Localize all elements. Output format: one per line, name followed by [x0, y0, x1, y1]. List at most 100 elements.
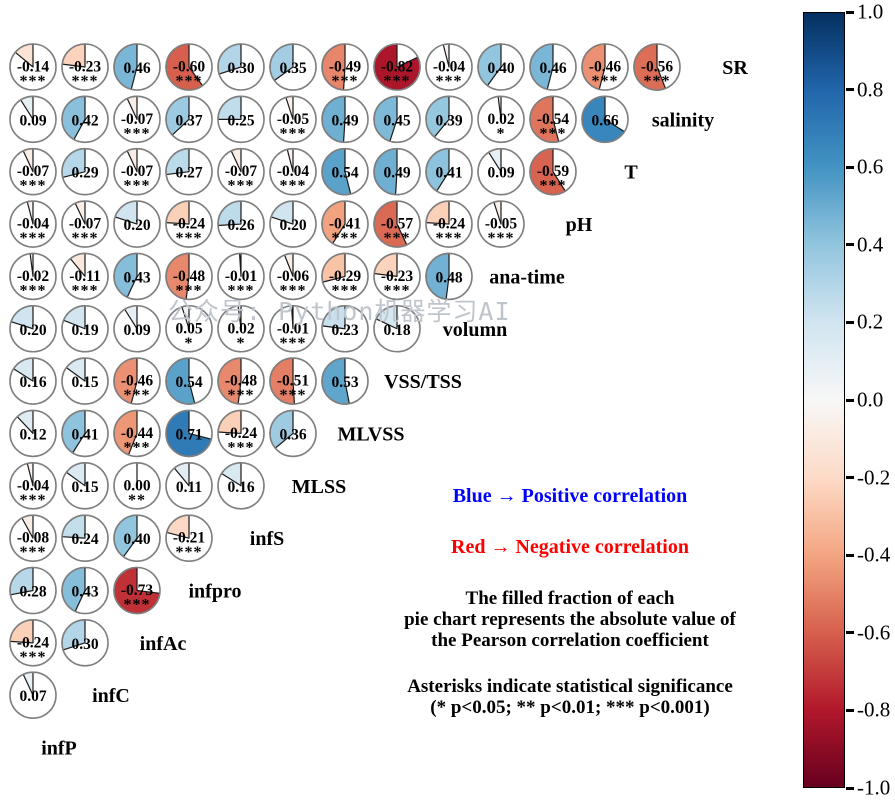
pie-outline [9, 357, 57, 405]
pie-significance-stars: *** [20, 282, 47, 299]
pie-outline [9, 514, 57, 562]
pie-value: 0.15 [71, 374, 98, 391]
row-label: MLSS [292, 476, 346, 498]
pie-value: 0.09 [487, 165, 514, 182]
pie-outline [217, 461, 265, 510]
pie-outline [61, 147, 109, 196]
pie-cell: 0.49 [321, 95, 369, 144]
pie-value: -0.24 [173, 216, 206, 233]
pie-outline [321, 252, 369, 301]
pie-cell: -0.04*** [269, 147, 317, 196]
pie-cell: 0.54 [321, 147, 369, 196]
pie-outline [425, 200, 473, 248]
colorbar-tick-mark [846, 165, 854, 169]
pie-value: 0.71 [175, 426, 202, 443]
pie-value: 0.27 [175, 165, 202, 182]
pie-outline [61, 95, 109, 144]
pie-cell: 0.26 [217, 200, 265, 248]
pie-cell: -0.29*** [321, 252, 369, 301]
pie-outline [269, 95, 317, 144]
pie-cell: 0.36 [269, 409, 317, 458]
pie-cell: 0.29 [61, 147, 109, 196]
colorbar-tick-mark [846, 631, 854, 635]
pie-value: 0.30 [71, 636, 98, 653]
pie-significance-stars: *** [228, 282, 255, 299]
pie-outline [9, 252, 57, 301]
row-label: MLVSS [337, 423, 404, 445]
pie-outline [425, 252, 473, 301]
pie-value: 0.28 [19, 584, 46, 601]
pie-significance-stars: *** [436, 230, 463, 247]
pie-outline [217, 252, 265, 301]
pie-outline [165, 200, 213, 248]
pie-outline [113, 95, 161, 144]
pie-significance-stars: *** [540, 178, 567, 195]
pie-value: -0.07 [17, 163, 50, 180]
pie-cell: -0.46*** [581, 43, 629, 91]
pie-significance-stars: *** [228, 387, 255, 404]
pie-value: -0.46 [121, 373, 154, 390]
colorbar-tick-label: 0.4 [857, 232, 884, 257]
pie-cell: -0.14*** [9, 43, 57, 91]
pie-value: 0.66 [591, 112, 618, 129]
pie-outline [217, 409, 265, 458]
pie-value: -0.46 [589, 59, 622, 76]
pie-value: -0.23 [381, 268, 414, 285]
pie-outline [9, 95, 57, 144]
pie-cell: 0.41 [61, 409, 109, 458]
pie-significance-stars: *** [176, 282, 203, 299]
pie-significance-stars: *** [176, 73, 203, 90]
pie-outline [373, 43, 421, 91]
pie-value: 0.18 [383, 322, 410, 339]
pie-value: -0.51 [277, 373, 309, 390]
row-label: T [624, 162, 638, 184]
pie-significance-stars: *** [20, 544, 47, 561]
pie-outline [373, 95, 421, 144]
pie-value: -0.05 [485, 216, 518, 233]
pie-significance-stars: *** [540, 125, 567, 142]
pie-outline [61, 200, 109, 248]
pie-significance-stars: *** [644, 73, 671, 90]
pie-outline [165, 252, 213, 301]
pie-value: -0.73 [121, 582, 154, 599]
pie-value: 0.19 [71, 322, 98, 339]
colorbar-tick-label: 1.0 [857, 0, 884, 24]
pie-significance-stars: *** [20, 73, 47, 90]
pie-cell: -0.08*** [9, 514, 57, 562]
pie-cell: 0.40 [113, 514, 161, 562]
pie-cell: 0.12 [9, 409, 57, 458]
pie-significance-stars: *** [124, 125, 151, 142]
pie-value: -0.04 [17, 477, 50, 494]
legend-significance-note-line: Asterisks indicate statistical significa… [407, 676, 733, 697]
pie-outline [321, 304, 369, 353]
pie-cell: -0.11*** [61, 252, 109, 301]
pie-outline [113, 252, 161, 301]
pie-outline [9, 409, 57, 458]
pie-outline [113, 514, 161, 562]
pie-value: -0.59 [537, 163, 570, 180]
pie-cell: 0.23 [321, 304, 369, 353]
legend-significance-note: Asterisks indicate statistical significa… [368, 676, 772, 718]
pie-value: -0.06 [277, 268, 310, 285]
pie-outline [373, 304, 421, 353]
pie-cell: -0.01*** [269, 304, 317, 353]
pie-outline [217, 43, 265, 91]
pie-outline [165, 43, 213, 91]
pie-cell: 0.09 [9, 95, 57, 144]
row-label: infS [250, 528, 284, 550]
pie-cell: -0.21*** [165, 514, 213, 562]
pie-cell: -0.54*** [529, 95, 577, 144]
pie-significance-stars: *** [176, 230, 203, 247]
pie-cell: 0.30 [61, 619, 109, 667]
pie-value: 0.48 [435, 269, 462, 286]
pie-outline [321, 200, 369, 248]
pie-cell: -0.48*** [217, 357, 265, 405]
pie-outline [61, 252, 109, 301]
pie-cell: -0.07*** [113, 95, 161, 144]
pie-outline [425, 43, 473, 91]
pie-value: -0.08 [17, 530, 50, 547]
pie-value: 0.20 [279, 217, 306, 234]
pie-value: -0.11 [69, 268, 100, 285]
pie-value: -0.82 [381, 59, 414, 76]
pie-outline [165, 514, 213, 562]
